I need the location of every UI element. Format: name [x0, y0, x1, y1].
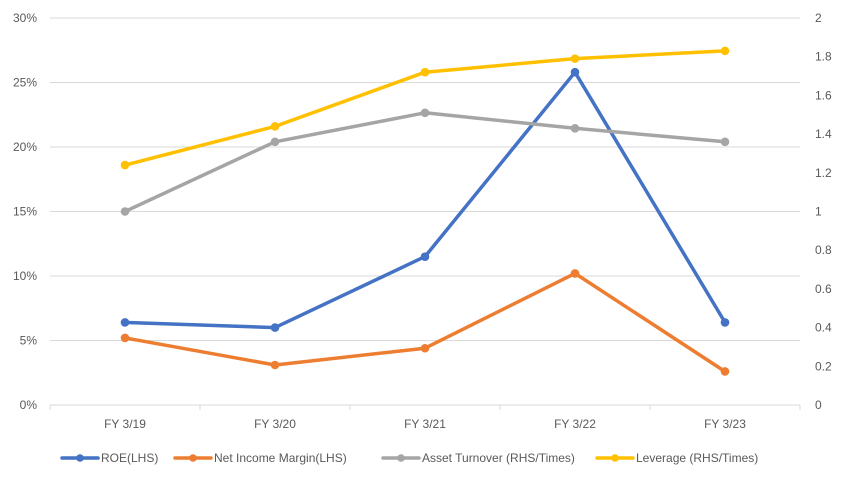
y-tick-label: 30%: [13, 11, 37, 25]
data-point: [570, 269, 580, 278]
x-tick-label: FY 3/21: [404, 417, 446, 431]
y2-tick-label: 2: [815, 11, 822, 25]
x-tick-label: FY 3/19: [104, 417, 146, 431]
legend-label: ROE(LHS): [101, 451, 158, 465]
series-3: [120, 46, 730, 170]
gridlines: [50, 17, 800, 406]
data-point: [720, 137, 730, 147]
x-tick-label: FY 3/20: [254, 417, 296, 431]
data-point: [420, 67, 430, 77]
data-point: [720, 318, 730, 327]
data-point: [270, 360, 280, 370]
data-point: [120, 160, 130, 170]
y2-tick-label: 0.2: [815, 359, 832, 373]
y2-tick-label: 1.4: [815, 127, 832, 141]
legend: ROE(LHS) Net Income Margin(LHS) Asset Turn…: [60, 451, 758, 465]
y2-tick-label: 1.8: [815, 50, 832, 64]
y2-tick-label: 0.8: [815, 243, 832, 257]
y2-tick-label: 0.6: [815, 282, 832, 296]
y-tick-label: 0%: [20, 398, 38, 412]
legend-swatch-marker: [397, 454, 405, 462]
y-axis-right: 0 0.2 0.4 0.6 0.8 1 1.2 1.4 1.6 1.8 2: [815, 11, 832, 412]
series-2: [120, 108, 730, 216]
y2-tick-label: 0: [815, 398, 822, 412]
data-point: [270, 122, 280, 131]
data-point: [420, 252, 430, 261]
y2-tick-label: 1.6: [815, 88, 832, 102]
data-point: [720, 46, 730, 56]
y2-tick-label: 1.2: [815, 166, 832, 180]
series-line: [123, 111, 727, 214]
legend-label: Net Income Margin(LHS): [214, 451, 347, 465]
legend-label: Asset Turnover (RHS/Times): [422, 451, 575, 465]
y-axis-left: 0% 5% 10% 15% 20% 25% 30%: [13, 11, 37, 412]
y-tick-label: 25%: [13, 76, 37, 90]
y-tick-label: 15%: [13, 205, 37, 219]
legend-swatch-marker: [611, 454, 619, 462]
legend-item: Net Income Margin(LHS): [173, 451, 347, 465]
data-point: [270, 137, 280, 147]
y-tick-label: 20%: [13, 140, 37, 154]
series-0: [120, 67, 730, 332]
legend-item: ROE(LHS): [60, 451, 158, 465]
legend-swatch-marker: [189, 454, 197, 462]
data-point: [720, 367, 730, 376]
data-point: [120, 207, 130, 216]
x-tick-label: FY 3/22: [554, 417, 596, 431]
series-1: [120, 269, 730, 376]
y2-tick-label: 0.4: [815, 321, 832, 335]
legend-label: Leverage (RHS/Times): [636, 451, 758, 465]
data-point: [120, 333, 130, 343]
x-tick-label: FY 3/23: [704, 417, 746, 431]
y-tick-label: 10%: [13, 269, 37, 283]
legend-item: Asset Turnover (RHS/Times): [381, 451, 575, 465]
plot-area: [120, 46, 730, 376]
series-line: [123, 271, 727, 374]
data-point: [570, 67, 580, 77]
data-point: [270, 323, 280, 332]
y-tick-label: 5%: [20, 334, 38, 348]
data-point: [120, 318, 130, 327]
x-axis: FY 3/19 FY 3/20 FY 3/21 FY 3/22 FY 3/23: [49, 405, 801, 431]
data-point: [420, 108, 430, 118]
data-point: [570, 54, 580, 63]
legend-item: Leverage (RHS/Times): [595, 451, 758, 465]
y2-tick-label: 1: [815, 205, 822, 219]
data-point: [570, 123, 580, 133]
legend-swatch-marker: [76, 454, 84, 462]
data-point: [420, 343, 430, 353]
